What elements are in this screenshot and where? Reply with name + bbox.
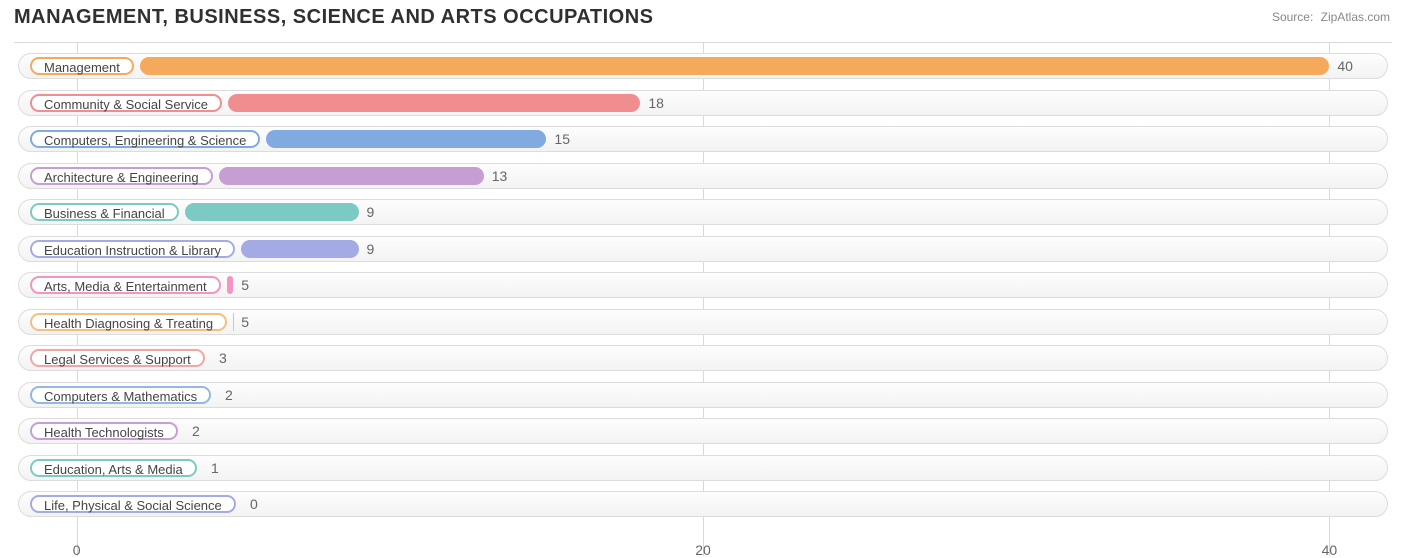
category-label: Business & Financial <box>30 203 179 221</box>
bar-row: Community & Social Service 18 <box>14 86 1392 123</box>
category-label: Management <box>30 57 134 75</box>
category-label: Health Diagnosing & Treating <box>30 313 227 331</box>
bar-row: Management 40 <box>14 49 1392 86</box>
value-label: 18 <box>648 92 664 114</box>
bar-row: Business & Financial 9 <box>14 195 1392 232</box>
value-label: 3 <box>219 347 227 369</box>
bar-track <box>18 418 1388 444</box>
bar-row: Education, Arts & Media 1 <box>14 451 1392 488</box>
category-label: Education, Arts & Media <box>30 459 197 477</box>
chart-title: MANAGEMENT, BUSINESS, SCIENCE AND ARTS O… <box>14 6 653 29</box>
value-label: 9 <box>367 201 375 223</box>
x-tick-label: 40 <box>1322 542 1338 558</box>
bar-row: Education Instruction & Library 9 <box>14 232 1392 269</box>
bar-row: Life, Physical & Social Science 0 <box>14 487 1392 524</box>
value-label: 13 <box>492 165 508 187</box>
bar-rows-container: Management 40 Community & Social Service 18… <box>14 49 1392 538</box>
bar-track <box>18 272 1388 298</box>
bar-fill <box>228 94 640 112</box>
bar-track <box>18 455 1388 481</box>
category-label: Arts, Media & Entertainment <box>30 276 221 294</box>
source-attribution: Source: ZipAtlas.com <box>1272 10 1390 24</box>
category-label: Health Technologists <box>30 422 178 440</box>
bar-row: Computers, Engineering & Science 15 <box>14 122 1392 159</box>
bar-row: Legal Services & Support 3 <box>14 341 1392 378</box>
category-label: Computers & Mathematics <box>30 386 211 404</box>
bar-fill <box>140 57 1329 75</box>
bar-fill <box>185 203 359 221</box>
bar-row: Architecture & Engineering 13 <box>14 159 1392 196</box>
x-tick-label: 0 <box>73 542 81 558</box>
source-label: Source: <box>1272 10 1313 24</box>
category-label: Education Instruction & Library <box>30 240 235 258</box>
bar-row: Health Diagnosing & Treating 5 <box>14 305 1392 342</box>
value-label: 1 <box>211 457 219 479</box>
bar-track <box>18 382 1388 408</box>
value-label: 5 <box>241 311 249 333</box>
value-label: 0 <box>250 493 258 515</box>
bar-track <box>18 90 1388 116</box>
bar-fill <box>241 240 359 258</box>
bar-row: Arts, Media & Entertainment 5 <box>14 268 1392 305</box>
value-label: 5 <box>241 274 249 296</box>
bar-fill <box>219 167 484 185</box>
value-label: 40 <box>1337 55 1353 77</box>
bar-fill <box>227 276 233 294</box>
bar-row: Health Technologists 2 <box>14 414 1392 451</box>
value-label: 9 <box>367 238 375 260</box>
value-label: 2 <box>192 420 200 442</box>
chart-plot-area: Management 40 Community & Social Service 18… <box>14 42 1392 538</box>
category-label: Life, Physical & Social Science <box>30 495 236 513</box>
source-value: ZipAtlas.com <box>1321 10 1390 24</box>
bar-fill <box>266 130 546 148</box>
value-label: 2 <box>225 384 233 406</box>
bar-row: Computers & Mathematics 2 <box>14 378 1392 415</box>
value-label: 15 <box>554 128 570 150</box>
category-label: Community & Social Service <box>30 94 222 112</box>
category-label: Architecture & Engineering <box>30 167 213 185</box>
category-label: Computers, Engineering & Science <box>30 130 260 148</box>
category-label: Legal Services & Support <box>30 349 205 367</box>
x-tick-label: 20 <box>695 542 711 558</box>
